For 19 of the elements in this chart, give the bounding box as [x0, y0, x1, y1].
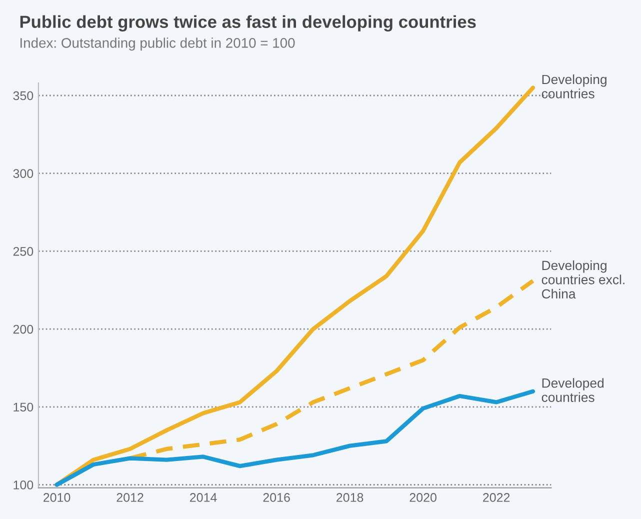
x-tick-label: 2018 — [336, 493, 364, 502]
series-label: Developing countries — [542, 74, 606, 98]
y-tick-label: 250 — [13, 246, 34, 256]
y-tick-label: 300 — [13, 169, 34, 178]
x-tick-label: 2012 — [116, 493, 144, 502]
y-tick-label: 200 — [13, 324, 34, 334]
x-tick-label: 2020 — [410, 493, 436, 502]
series-label: Developed countries — [542, 378, 604, 402]
x-tick-label: 2022 — [483, 493, 510, 502]
y-tick-label: 100 — [14, 480, 34, 490]
x-tick-label: 2010 — [44, 493, 70, 502]
y-tick-label: 350 — [13, 91, 34, 100]
chart-subtitle: Index: Outstanding public debt in 2010 = 100 — [20, 38, 295, 51]
chart-title: Public debt grows twice as fast in developing countries — [20, 15, 476, 32]
x-tick-label: 2016 — [263, 493, 290, 502]
series-label: Developing countries excl. China — [542, 260, 624, 299]
line-series — [54, 389, 536, 487]
x-tick-label: 2014 — [190, 493, 217, 502]
y-tick-label: 150 — [14, 402, 34, 412]
